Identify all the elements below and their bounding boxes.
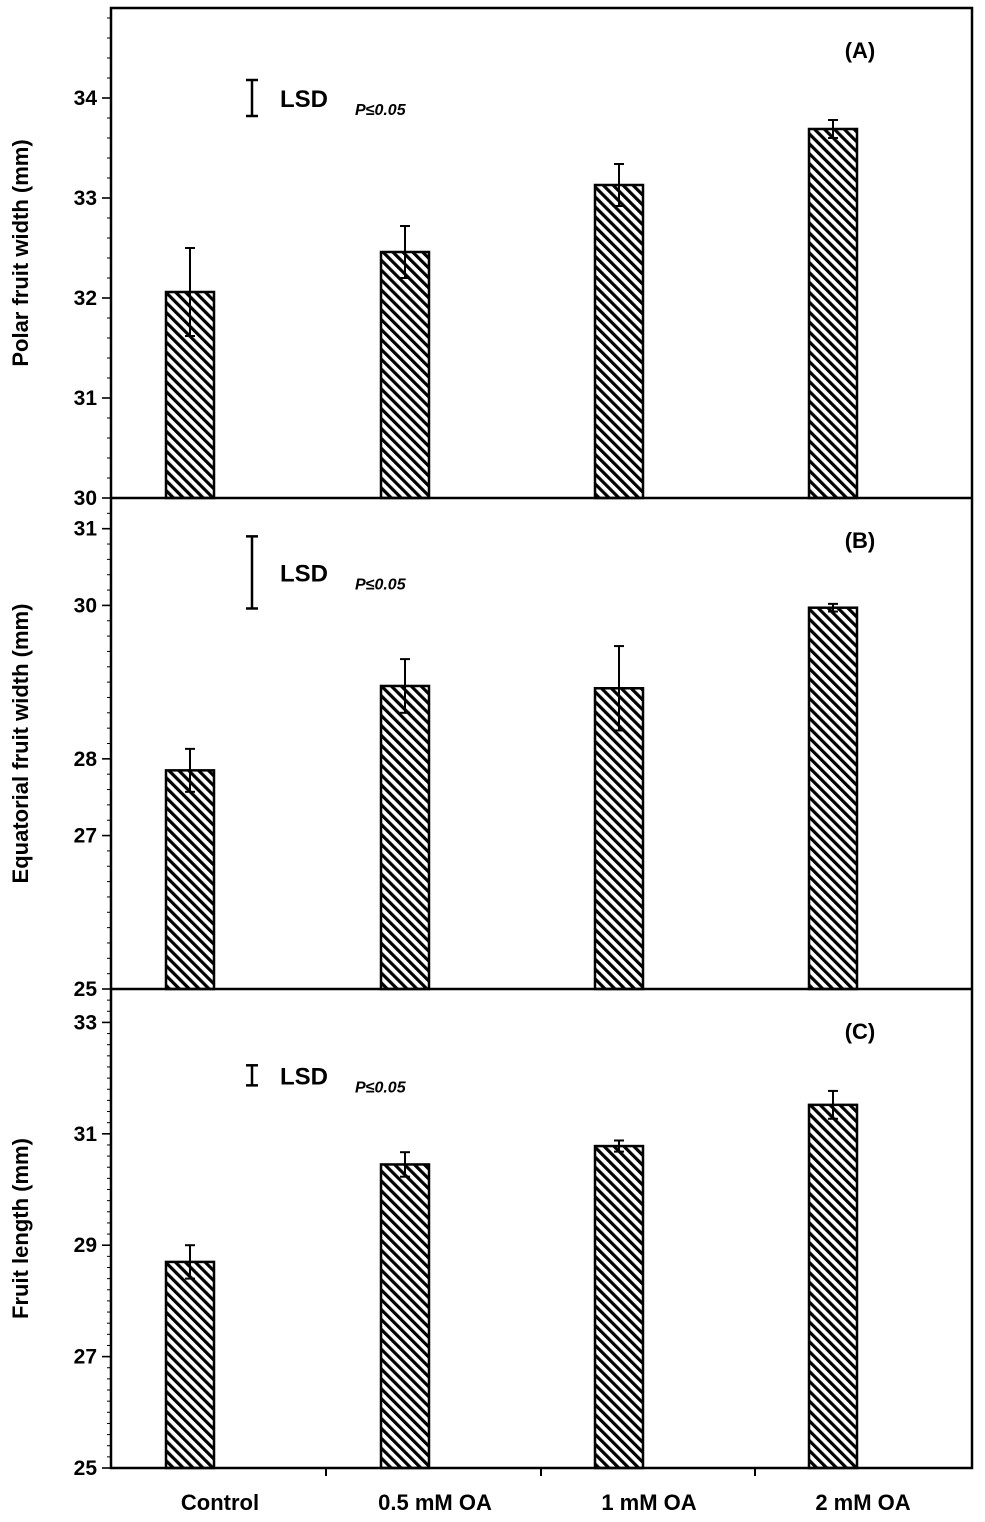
y-tick-label: 34 — [74, 87, 98, 110]
panel-a: 30 31 32 33 34 LSD P≤0.05 (A) Polar fruit width … — [8, 17, 876, 510]
x-tick-label: Control — [181, 1490, 259, 1515]
x-tick-label: 1 mM OA — [601, 1490, 696, 1515]
bar-1 — [164, 769, 216, 991]
bar-4 — [807, 606, 859, 991]
bar-4 — [807, 1103, 859, 1470]
panel-c: 25 27 29 31 33 LSD P≤0.05 (C) Fruit length (mm) — [8, 988, 876, 1480]
y-tick-label: 29 — [74, 1234, 97, 1257]
y-tick-label: 25 — [74, 1457, 98, 1480]
bar-3 — [593, 687, 645, 991]
x-tick-label: 2 mM OA — [815, 1490, 910, 1515]
bar-3 — [593, 183, 645, 500]
y-tick-label: 30 — [74, 487, 97, 510]
bar-2 — [379, 250, 431, 500]
y-tick-label: 25 — [74, 978, 98, 1001]
y-tick-label: 31 — [74, 518, 98, 541]
lsd-label: LSD — [280, 560, 328, 587]
x-tick-label: 0.5 mM OA — [378, 1490, 492, 1515]
y-tick-label: 33 — [74, 187, 97, 210]
panel-b: 25 27 28 30 31 LSD P≤0.05 (B) Equatorial fruit w… — [8, 497, 876, 1001]
y-tick-label: 32 — [74, 287, 97, 310]
y-axis-label: Polar fruit width (mm) — [8, 139, 33, 366]
bar-3 — [593, 1144, 645, 1470]
bar-2 — [379, 1163, 431, 1470]
y-tick-label: 31 — [74, 1123, 98, 1146]
y-tick-label: 33 — [74, 1011, 97, 1034]
bar-4 — [807, 127, 859, 500]
y-tick-label: 30 — [74, 594, 97, 617]
panel-label: (C) — [845, 1019, 876, 1044]
y-axis-label: Fruit length (mm) — [8, 1138, 33, 1319]
panel-label: (B) — [845, 528, 876, 553]
y-tick-label: 31 — [74, 387, 98, 410]
bar-2 — [379, 684, 431, 991]
bar-1 — [164, 1260, 216, 1470]
y-tick-label: 28 — [74, 748, 98, 771]
lsd-subscript: P≤0.05 — [355, 102, 407, 119]
y-tick-label: 27 — [74, 1346, 97, 1369]
lsd-subscript: P≤0.05 — [355, 1079, 407, 1096]
lsd-subscript: P≤0.05 — [355, 576, 407, 593]
y-tick-label: 27 — [74, 825, 97, 848]
panel-label: (A) — [845, 38, 876, 63]
chart-root: 30 31 32 33 34 LSD P≤0.05 (A) Polar fruit width … — [8, 6, 974, 1515]
lsd-label: LSD — [280, 86, 328, 113]
y-axis-label: Equatorial fruit width (mm) — [8, 604, 33, 884]
lsd-label: LSD — [280, 1063, 328, 1090]
